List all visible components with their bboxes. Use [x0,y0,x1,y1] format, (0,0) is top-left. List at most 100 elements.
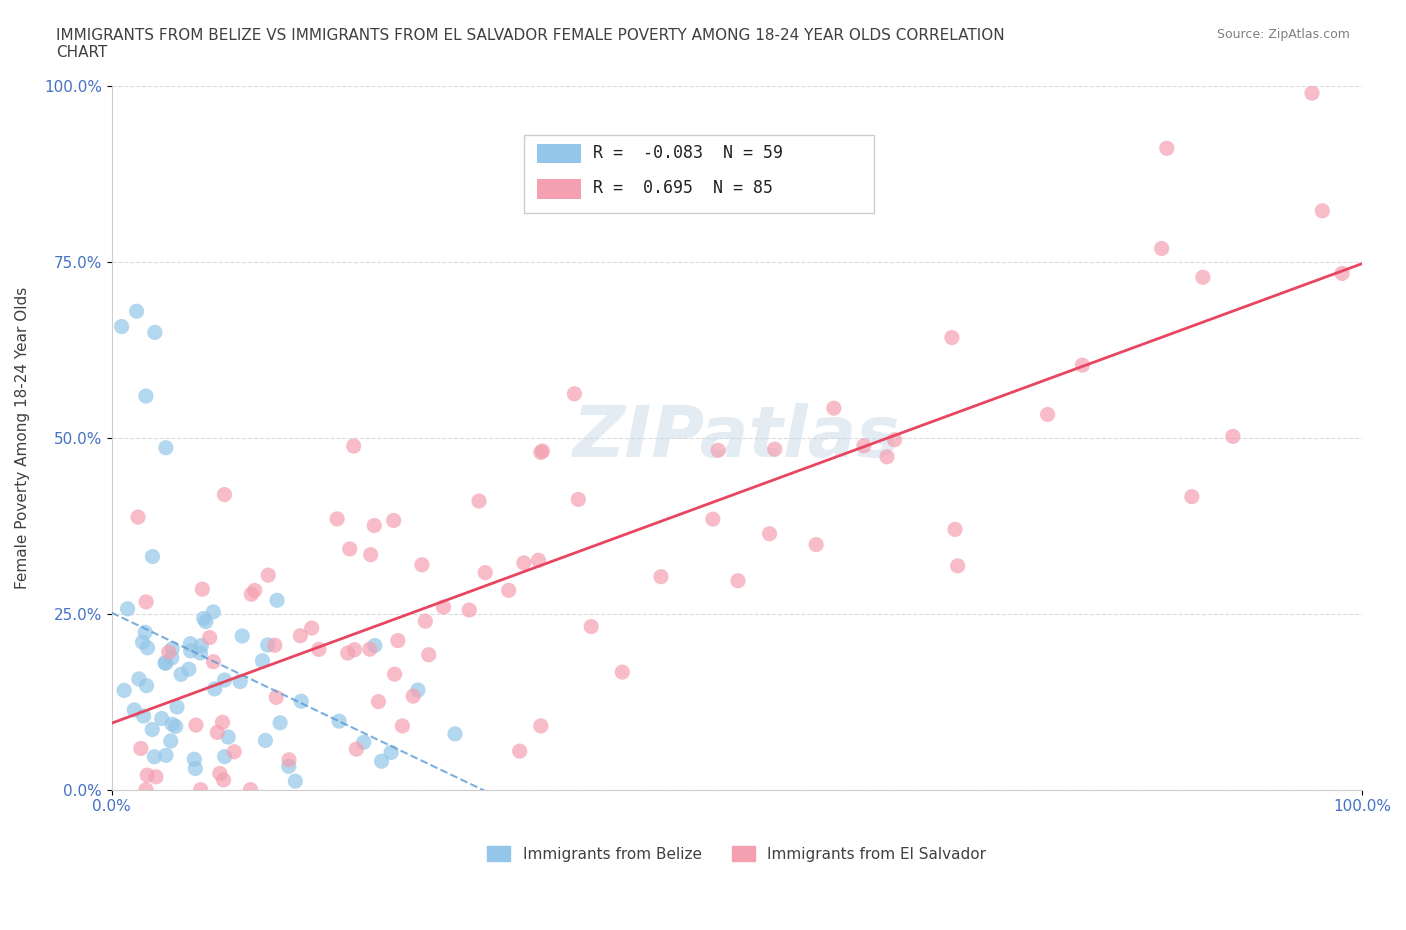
Text: R =  0.695  N = 85: R = 0.695 N = 85 [593,179,773,197]
Point [290,629,312,644]
Point [157,644,180,659]
Point [343,439,366,454]
Point [243,583,266,598]
Point [1071,358,1094,373]
Point [344,742,367,757]
Point [1181,489,1204,504]
Point [124,702,146,717]
Point [177,662,200,677]
Point [612,665,634,680]
Point [135,389,157,404]
Point [468,494,491,509]
Point [943,522,966,537]
Point [326,512,349,526]
Point [513,555,536,570]
Point [191,582,214,597]
Point [212,773,235,788]
Point [530,445,553,459]
Point [135,678,157,693]
Point [141,549,163,564]
Point [202,604,225,619]
FancyBboxPatch shape [537,144,581,164]
Point [707,443,730,458]
Point [339,541,361,556]
Point [214,672,236,687]
Text: IMMIGRANTS FROM BELIZE VS IMMIGRANTS FROM EL SALVADOR FEMALE POVERTY AMONG 18-24: IMMIGRANTS FROM BELIZE VS IMMIGRANTS FRO… [56,28,1005,60]
Text: Source: ZipAtlas.com: Source: ZipAtlas.com [1216,28,1350,41]
Point [527,552,550,567]
Point [214,487,236,502]
Point [198,631,221,645]
Point [136,641,159,656]
Point [208,766,231,781]
Point [1150,241,1173,256]
Point [359,642,381,657]
Point [509,744,531,759]
Text: R =  -0.083  N = 59: R = -0.083 N = 59 [593,144,783,162]
Point [240,587,263,602]
Point [264,690,287,705]
Point [301,620,323,635]
Point [190,782,212,797]
Point [254,733,277,748]
Point [145,769,167,784]
FancyBboxPatch shape [524,136,875,213]
Point [1156,140,1178,155]
Point [702,512,724,526]
Point [387,633,409,648]
Point [458,603,481,618]
Point [263,638,285,653]
Point [155,440,177,455]
Point [159,734,181,749]
Point [343,643,366,658]
Point [380,745,402,760]
Point [257,567,280,582]
Point [183,751,205,766]
Point [852,438,875,453]
Point [364,638,387,653]
Point [202,655,225,670]
Point [941,330,963,345]
Point [207,725,229,740]
Point [946,558,969,573]
Point [402,689,425,704]
Point [277,759,299,774]
Point [432,600,454,615]
Point [418,647,440,662]
Legend: Immigrants from Belize, Immigrants from El Salvador: Immigrants from Belize, Immigrants from … [481,840,993,868]
Point [224,744,246,759]
Point [353,735,375,750]
Point [112,683,135,698]
Point [382,513,405,528]
Point [162,717,184,732]
Point [474,565,496,580]
Point [883,432,905,447]
Point [727,573,749,588]
Point [217,730,239,745]
Text: ZIPatlas: ZIPatlas [574,404,900,472]
Point [269,715,291,730]
Point [1331,266,1354,281]
Point [131,634,153,649]
Point [531,444,554,458]
Point [1312,204,1334,219]
Point [193,611,215,626]
Point [155,748,177,763]
Point [363,518,385,533]
Point [170,667,193,682]
Point [179,636,201,651]
Point [166,699,188,714]
Point [125,304,148,319]
Point [564,386,586,401]
Point [367,694,389,709]
Point [290,694,312,709]
Point [135,782,157,797]
Point [406,683,429,698]
Point [150,711,173,726]
Point [143,750,166,764]
Point [370,754,392,769]
Point [162,642,184,657]
Point [129,741,152,756]
Point [141,722,163,737]
Point [328,713,350,728]
